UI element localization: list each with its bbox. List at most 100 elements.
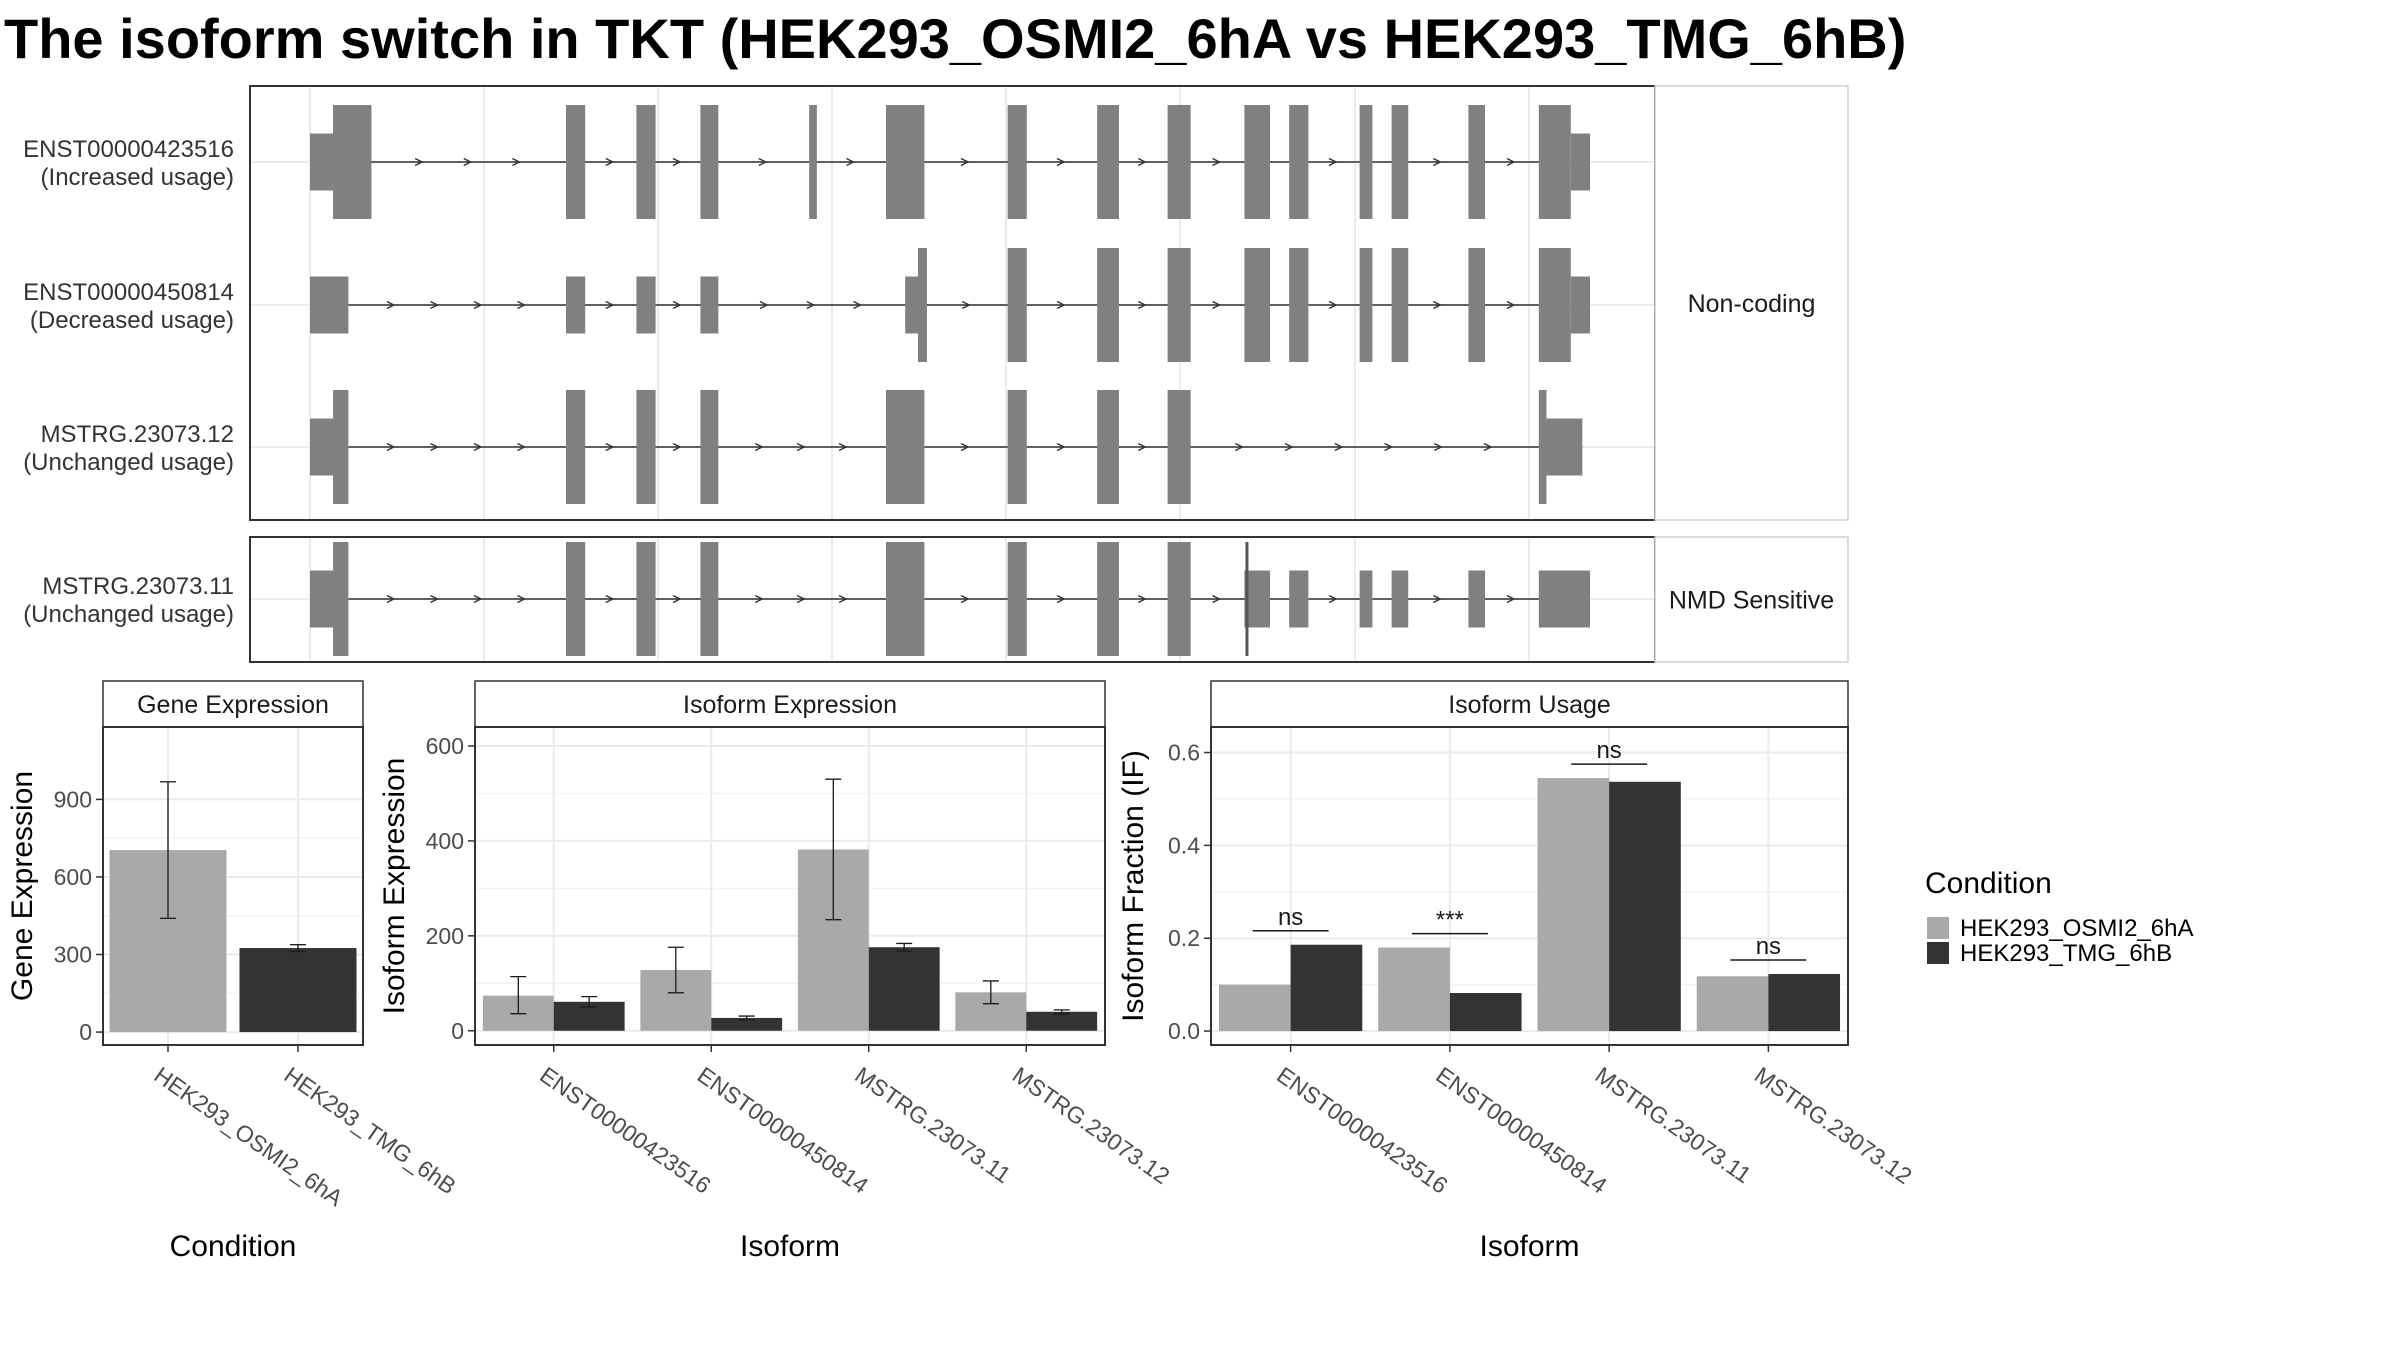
transcript-id-label: MSTRG.23073.11	[42, 573, 234, 600]
transcript-usage-label: (Decreased usage)	[30, 307, 234, 334]
error-bar	[510, 976, 527, 1015]
direction-arrow	[1483, 442, 1493, 452]
direction-arrow	[1434, 442, 1443, 452]
significance-label: ns	[1596, 737, 1621, 764]
facet-strip	[1654, 536, 1849, 663]
direction-arrow	[1212, 157, 1222, 167]
exon	[566, 390, 586, 504]
transcript-usage-label: (Unchanged usage)	[23, 449, 234, 476]
significance-label: ***	[1436, 907, 1464, 934]
direction-arrow	[1137, 594, 1147, 604]
direction-arrow	[512, 157, 521, 167]
exon	[918, 248, 927, 362]
legend-swatch	[1927, 942, 1949, 964]
direction-arrow	[838, 442, 848, 452]
exon	[1538, 390, 1547, 504]
panel-border	[474, 726, 1106, 1046]
y-tick-label: 0.6	[1168, 740, 1200, 766]
direction-arrow	[1433, 594, 1442, 604]
exon	[1468, 570, 1486, 628]
legend-swatch	[1927, 917, 1949, 939]
bar	[1609, 781, 1681, 1032]
structure-panel-1	[249, 85, 1849, 521]
direction-arrow	[463, 157, 473, 167]
y-axis-title: Gene Expression	[6, 771, 39, 1001]
error-bar	[290, 944, 306, 953]
exon	[1359, 105, 1373, 219]
exon	[886, 390, 925, 504]
x-tick-label: ENST00000450814	[693, 1062, 874, 1199]
direction-arrow	[1137, 157, 1147, 167]
direction-arrow	[1137, 442, 1147, 452]
exon	[1244, 105, 1270, 219]
exon	[310, 133, 334, 191]
exon	[886, 105, 925, 219]
exon	[333, 542, 349, 656]
exon	[636, 390, 656, 504]
direction-arrow	[414, 157, 424, 167]
exon	[1468, 248, 1486, 362]
error-bar	[738, 1015, 755, 1021]
exon	[700, 542, 719, 656]
exon	[1097, 105, 1119, 219]
direction-arrow	[853, 300, 863, 310]
panel-strip-label: Gene Expression	[137, 691, 329, 719]
exon	[1570, 276, 1590, 334]
direction-arrow	[386, 442, 396, 452]
exon	[566, 276, 586, 334]
direction-arrow	[1235, 442, 1244, 452]
exon	[1468, 105, 1486, 219]
legend	[1927, 917, 1949, 964]
bar	[1218, 984, 1291, 1032]
direction-arrow	[838, 594, 848, 604]
direction-arrow	[1212, 300, 1222, 310]
exon	[1167, 105, 1191, 219]
direction-arrow	[672, 300, 682, 310]
direction-arrow	[1056, 442, 1066, 452]
exon	[636, 105, 656, 219]
transcript-MSTRG.23073.12	[310, 390, 1583, 504]
direction-arrow	[759, 300, 769, 310]
error-bar	[982, 980, 999, 1005]
error-bar	[896, 942, 913, 952]
direction-arrow	[796, 594, 806, 604]
direction-arrow	[1212, 594, 1222, 604]
error-bar	[1053, 1009, 1070, 1015]
error-bar	[581, 995, 598, 1008]
bar	[868, 947, 940, 1031]
panel-background	[250, 86, 1655, 520]
exon	[700, 390, 719, 504]
x-tick-label: MSTRG.23073.12	[1750, 1062, 1917, 1190]
direction-arrow	[1506, 594, 1516, 604]
y-tick-label: 900	[54, 786, 92, 812]
direction-arrow	[1056, 157, 1066, 167]
transcript-MSTRG.23073.11	[310, 542, 1590, 656]
direction-arrow	[754, 594, 764, 604]
exon	[1007, 248, 1027, 362]
direction-arrow	[1137, 300, 1147, 310]
bar	[711, 1017, 783, 1031]
transcript-id-label: MSTRG.23073.12	[41, 421, 234, 448]
panel-strip	[1210, 680, 1849, 728]
direction-arrow	[1384, 442, 1394, 452]
exon	[700, 276, 719, 334]
direction-arrow	[1334, 442, 1344, 452]
exon	[1289, 570, 1309, 628]
y-axis-title: Isoform Fraction (IF)	[1117, 750, 1150, 1022]
exon	[1097, 390, 1119, 504]
exon	[1538, 570, 1590, 628]
x-tick-label: MSTRG.23073.11	[1591, 1062, 1756, 1189]
direction-arrow	[517, 442, 527, 452]
direction-arrow	[960, 157, 970, 167]
exon	[1244, 570, 1270, 628]
direction-arrow	[605, 594, 615, 604]
x-tick-label: MSTRG.23073.11	[850, 1062, 1015, 1189]
direction-arrow	[430, 442, 440, 452]
direction-arrow	[1506, 157, 1516, 167]
direction-arrow	[960, 594, 970, 604]
x-tick-label: MSTRG.23073.12	[1008, 1062, 1175, 1190]
panel-border	[1210, 726, 1849, 1046]
direction-arrow	[672, 594, 682, 604]
bar	[239, 948, 357, 1033]
bar	[1026, 1011, 1098, 1031]
